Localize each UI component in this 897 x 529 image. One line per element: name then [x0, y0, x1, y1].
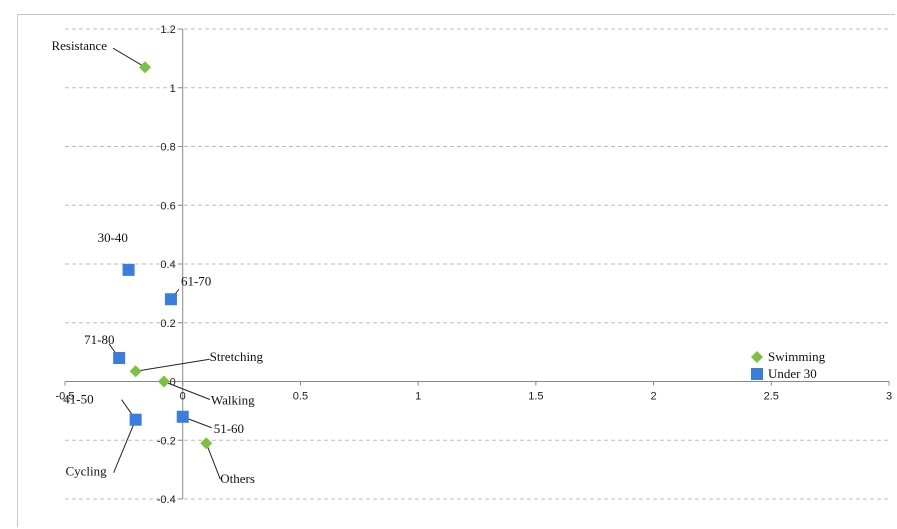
leader-line: [112, 47, 146, 68]
y-tick-label: 0.6: [160, 200, 175, 212]
point-61-70: [164, 293, 177, 306]
legend-marker-swimming: [751, 351, 763, 363]
point-label: Stretching: [210, 349, 264, 364]
y-tick-label: 0: [170, 377, 176, 389]
point-label: 71-80: [84, 332, 114, 347]
legend-label: Swimming: [768, 349, 826, 364]
point-71-80: [113, 352, 126, 364]
leader-line: [205, 443, 221, 480]
x-tick-label: 1.5: [528, 391, 543, 403]
point-label: 41-50: [63, 392, 93, 407]
y-tick-label: -0.4: [157, 494, 176, 506]
x-tick-label: 2.5: [764, 391, 779, 403]
x-tick-label: 1: [415, 391, 421, 403]
point-51-60: [176, 410, 189, 423]
y-tick-label: 1: [170, 83, 176, 95]
y-tick-label: -0.2: [157, 435, 176, 447]
point-labels: Resistance Stretching Walking Others Cycling…: [51, 38, 263, 486]
point-label: Walking: [211, 393, 255, 408]
x-tick-label: 0.5: [293, 391, 308, 403]
data-points: [113, 61, 213, 450]
y-tick-label: 0.2: [160, 318, 175, 330]
leader-line: [113, 419, 137, 473]
leader-line: [163, 381, 211, 400]
point-label: Resistance: [51, 38, 107, 53]
tick-labels: -0.5 0 0.5 1 1.5 2 2.5 3 -0.4 -0.2 0 0.2 0.4 0.6 0.8 1 1…: [56, 24, 893, 506]
point-walking: [157, 375, 170, 388]
y-tick-label: 1.2: [160, 24, 175, 36]
x-tick-label: 0: [180, 391, 186, 403]
legend-marker-under-30: [751, 368, 763, 380]
y-tick-label: 0.4: [160, 259, 175, 271]
point-label: 61-70: [181, 273, 211, 288]
leader-line: [135, 358, 210, 372]
point-resistance: [139, 61, 152, 74]
point-label: 51-60: [214, 421, 244, 436]
legend: Swimming Under 30: [751, 349, 826, 381]
legend-label: Under 30: [768, 366, 817, 381]
chart-frame: [17, 14, 895, 527]
point-label: Others: [220, 471, 255, 486]
point-others: [200, 437, 213, 450]
y-tick-label: 0.8: [160, 142, 175, 154]
x-tick-label: -0.5: [56, 391, 75, 403]
point-30-40: [122, 263, 135, 276]
point-label: 30-40: [98, 230, 128, 245]
point-41-50: [129, 413, 142, 426]
point-stretching: [129, 365, 142, 378]
x-tick-label: 2: [651, 391, 657, 403]
grid-lines: [65, 28, 889, 500]
point-label: Cycling: [65, 464, 107, 479]
x-tick-label: 3: [886, 391, 892, 403]
